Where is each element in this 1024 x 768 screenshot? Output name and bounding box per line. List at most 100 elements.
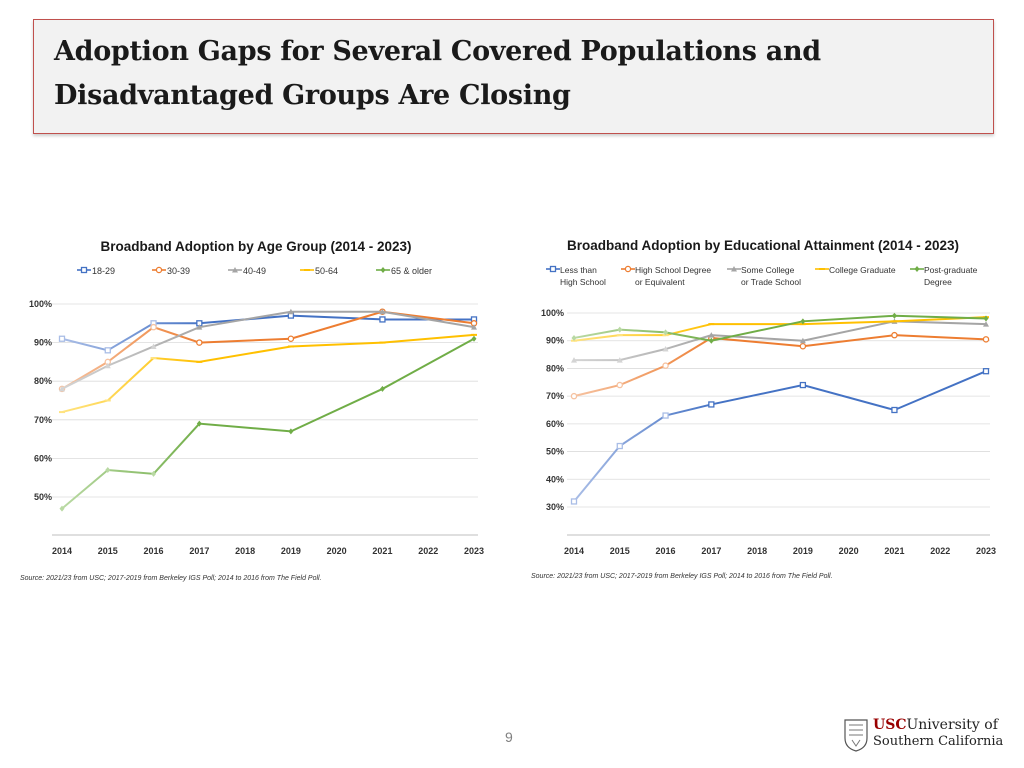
chart-0-series-line-1 [61, 310, 475, 390]
chart-1-series-0-point-2 [662, 412, 669, 419]
chart-0-series-3-point-1 [104, 399, 111, 402]
chart-0-series-line-0 [61, 314, 474, 352]
logo-text-line-2: Southern California [873, 734, 1004, 749]
chart-1-y-tick-1: 90% [546, 336, 564, 346]
logo-text-line-1: USCUniversity of [873, 717, 998, 733]
chart-0-series-4-point-3 [196, 420, 202, 427]
chart-0-series-4-point-4 [288, 428, 294, 435]
chart-0-series-2-point-4 [287, 308, 294, 315]
chart-0-legend-marker-2 [232, 267, 238, 273]
chart-1-series-2-point-6 [983, 321, 989, 327]
chart-0-series-4-point-5 [379, 385, 385, 392]
chart-1-series-2-point-0 [571, 357, 577, 363]
chart-0-series-line-4 [61, 337, 475, 510]
chart-1-legend-label-1-a: High School Degree [635, 265, 711, 275]
chart-1-series-0-point-5 [891, 406, 898, 414]
chart-1-series-0-point-0 [570, 498, 578, 505]
chart-1-y-tick-0: 100% [541, 308, 564, 318]
chart-1-y-tick-6: 40% [546, 474, 564, 484]
slide-title-line-1: Adoption Gaps for Several Covered Popula… [54, 36, 821, 67]
chart-0-series-0-point-0 [58, 335, 66, 342]
logo-university: University of [906, 717, 998, 733]
chart-0-source: Source: 2021/23 from USC; 2017-2019 from… [20, 575, 322, 582]
chart-1-series-1-point-0 [570, 392, 578, 400]
chart-1-legend-label-2-b: or Trade School [741, 277, 801, 287]
chart-0-series-line-3 [61, 333, 475, 414]
chart-0-series-4-point-6 [471, 335, 477, 342]
chart-0-series-0-point-3 [196, 320, 203, 327]
chart-1-x-tick-6: 2020 [839, 546, 859, 556]
chart-1-series-4-point-4 [800, 318, 806, 325]
chart-1-legend-label-0-b: High School [560, 277, 606, 287]
chart-1-legend-label-0-a: Less than [560, 265, 597, 275]
chart-1-series-4-point-0 [571, 334, 577, 341]
chart-1-series-3-point-0 [571, 339, 577, 342]
title-box: Adoption Gaps for Several Covered Popula… [33, 19, 994, 134]
chart-0-y-tick-0: 100% [29, 299, 52, 309]
chart-0-x-tick-7: 2021 [372, 546, 392, 556]
chart-1-series-4-point-1 [617, 326, 623, 333]
chart-1-series-line-2 [574, 320, 987, 362]
page-number: 9 [505, 729, 513, 745]
chart-0-series-2-point-0 [59, 385, 65, 392]
chart-1-series-3-point-5 [891, 320, 898, 323]
chart-1-source: Source: 2021/23 from USC; 2017-2019 from… [531, 573, 833, 580]
chart-1-series-4-point-3 [708, 337, 714, 344]
chart-0-series-0-point-1 [104, 347, 111, 354]
chart-0-series-1-point-1 [104, 358, 112, 366]
chart-0-series-1-point-3 [196, 339, 203, 346]
slide-title-line-2: Disadvantaged Groups Are Closing [54, 80, 571, 111]
chart-1-series-2-point-3 [708, 332, 715, 338]
chart-1-series-2-point-1 [616, 357, 623, 363]
chart-0-series-2-point-1 [104, 362, 111, 369]
chart-1-x-tick-9: 2023 [976, 546, 996, 556]
chart-1-y-tick-7: 30% [546, 502, 564, 512]
chart-0-legend-label-0: 18-29 [92, 266, 115, 276]
usc-seal-icon [844, 719, 868, 752]
chart-1-title: Broadband Adoption by Educational Attain… [567, 238, 959, 253]
chart-1-x-tick-1: 2015 [610, 546, 630, 556]
chart-0-legend-label-4: 65 & older [391, 266, 432, 276]
chart-0-series-4-point-1 [105, 466, 111, 473]
chart-0-series-3-point-2 [150, 357, 157, 360]
chart-1-series-3-point-1 [616, 334, 623, 337]
chart-0-x-tick-3: 2017 [189, 546, 209, 556]
chart-1-series-1-point-3 [708, 334, 715, 342]
chart-0-series-2-point-5 [379, 308, 386, 315]
chart-0-legend-label-3: 50-64 [315, 266, 338, 276]
chart-1-x-tick-4: 2018 [747, 546, 767, 556]
chart-0-series-0-point-2 [150, 320, 157, 327]
chart-0-x-tick-2: 2016 [144, 546, 164, 556]
chart-0-legend-marker-0 [80, 266, 88, 274]
chart-1-y-tick-5: 50% [546, 447, 564, 457]
chart-1-x-tick-2: 2016 [656, 546, 676, 556]
chart-0-legend-label-1: 30-39 [167, 266, 190, 276]
chart-1-series-4-point-5 [891, 312, 897, 319]
chart-0-x-tick-1: 2015 [98, 546, 118, 556]
chart-0-x-tick-0: 2014 [52, 546, 72, 556]
chart-0-series-1-point-5 [379, 308, 386, 315]
chart-1-series-4-point-6 [983, 315, 989, 322]
chart-0-series-4-point-0 [59, 505, 65, 512]
chart-1-series-1-point-1 [616, 381, 624, 389]
chart-1-legend-marker-3 [819, 268, 825, 270]
chart-1-x-tick-7: 2021 [884, 546, 904, 556]
chart-1-y-tick-2: 80% [546, 363, 564, 373]
chart-1-series-0-point-4 [799, 381, 807, 389]
chart-1-legend-label-4-b: Degree [924, 277, 952, 287]
chart-1-legend-label-2-a: Some College [741, 265, 795, 275]
chart-1-x-tick-3: 2017 [701, 546, 721, 556]
usc-logo: USCUniversity of Southern California [843, 716, 1003, 756]
chart-1-x-tick-5: 2019 [793, 546, 813, 556]
chart-1-series-1-point-2 [662, 362, 669, 369]
chart-1-series-2-point-2 [662, 346, 669, 352]
chart-1-x-tick-8: 2022 [930, 546, 950, 556]
chart-0-x-tick-4: 2018 [235, 546, 255, 556]
chart-0-legend-marker-4 [380, 267, 386, 273]
chart-0-series-0-point-6 [470, 316, 478, 323]
chart-1-series-0-point-1 [616, 442, 623, 450]
chart-0-legend-marker-3 [304, 269, 310, 271]
chart-0-y-tick-3: 70% [34, 415, 52, 425]
chart-1-legend-marker-4 [914, 266, 920, 272]
chart-0-x-tick-5: 2019 [281, 546, 301, 556]
